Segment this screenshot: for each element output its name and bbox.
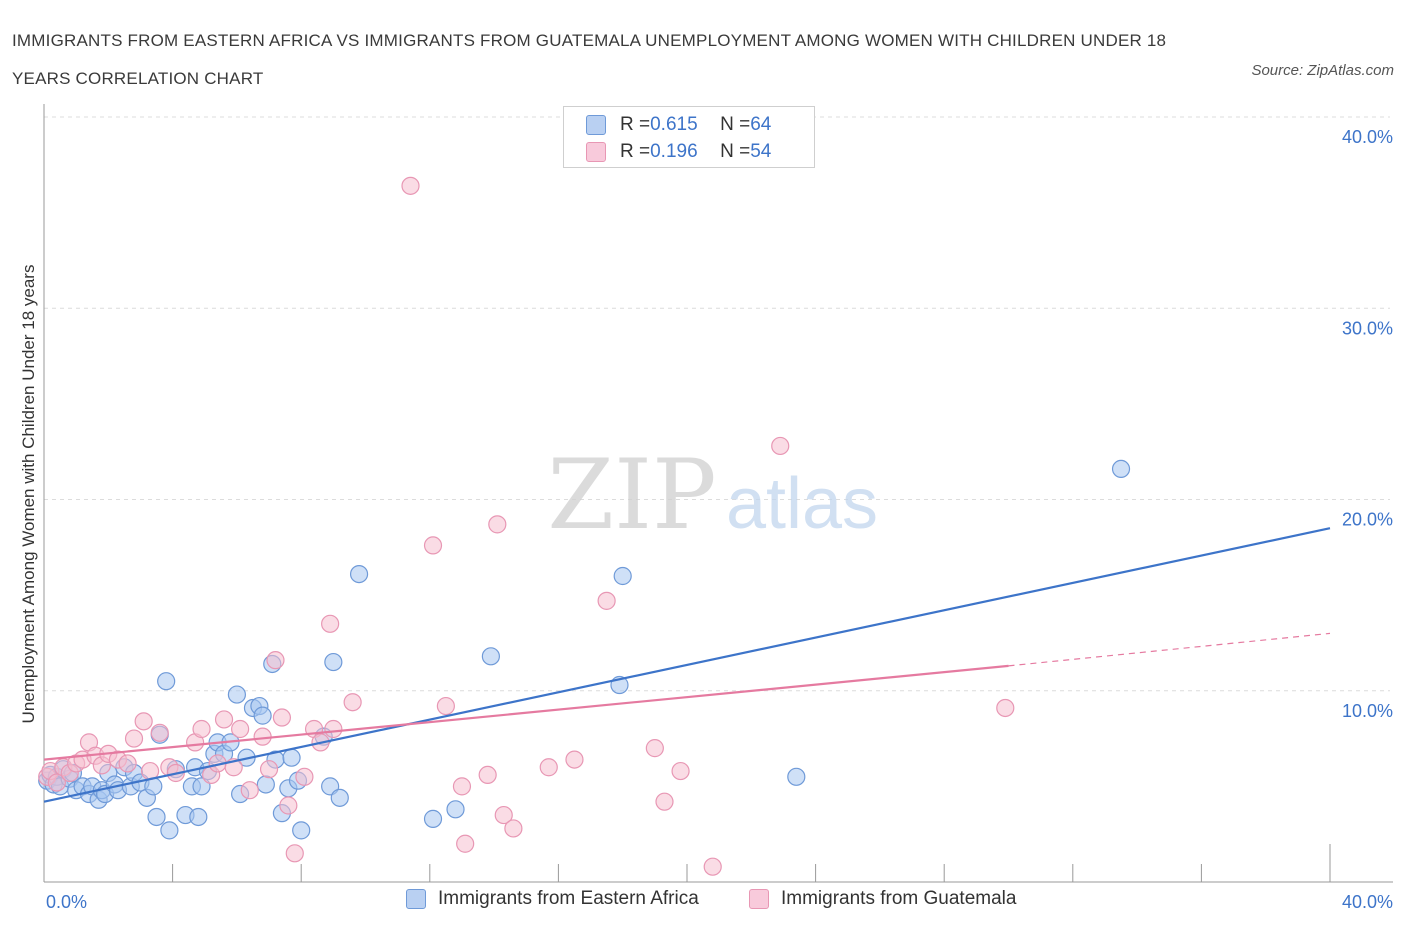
- x-tick-label: 40.0%: [1342, 892, 1393, 912]
- point-eastern-africa: [147, 807, 166, 827]
- point-eastern-africa: [256, 775, 275, 794]
- legend-item-eastern-africa: Immigrants from Eastern Africa: [406, 888, 699, 910]
- point-guatemala: [456, 834, 475, 853]
- legend-n-label: N =: [720, 114, 751, 135]
- point-guatemala: [192, 719, 211, 739]
- point-guatemala: [253, 727, 272, 746]
- legend-r-label: R =: [620, 114, 651, 135]
- point-eastern-africa: [446, 800, 465, 819]
- point-guatemala: [645, 739, 664, 758]
- point-guatemala: [436, 696, 455, 716]
- point-guatemala: [703, 857, 722, 876]
- point-guatemala: [259, 760, 279, 779]
- point-guatemala: [504, 819, 523, 838]
- y-tick-label: 20.0%: [1342, 510, 1393, 530]
- point-guatemala: [324, 719, 343, 739]
- point-guatemala: [231, 719, 250, 739]
- point-guatemala: [494, 805, 513, 825]
- point-eastern-africa: [227, 685, 246, 704]
- legend-r-value: 0.196: [650, 141, 698, 162]
- y-tick-label: 40.0%: [1342, 127, 1393, 147]
- legend-n-value: 54: [750, 141, 772, 162]
- chart-title: IMMIGRANTS FROM EASTERN AFRICA VS IMMIGR…: [12, 31, 1167, 88]
- point-guatemala: [214, 710, 234, 729]
- point-guatemala: [150, 723, 169, 742]
- point-guatemala: [285, 844, 304, 863]
- point-guatemala: [279, 796, 298, 815]
- point-eastern-africa: [1111, 459, 1131, 478]
- grid-layer: [44, 116, 1390, 692]
- point-guatemala: [134, 712, 153, 731]
- point-eastern-africa: [157, 672, 176, 691]
- watermark-atlas: atlas: [726, 464, 878, 544]
- legend-n-label: N =: [720, 141, 751, 162]
- legend-row-eastern-africa: R = 0.615 N = 64: [586, 112, 771, 138]
- point-guatemala: [597, 591, 616, 610]
- legend-r-value: 0.615: [650, 114, 698, 135]
- point-eastern-africa: [160, 821, 179, 840]
- legend-row-guatemala: R = 0.196 N = 54: [586, 139, 771, 165]
- point-guatemala: [124, 729, 144, 748]
- point-guatemala: [240, 781, 259, 800]
- legend-swatch-pink: [749, 889, 769, 909]
- x-tick-label: 0.0%: [46, 892, 87, 912]
- trendline-eastern-africa: [43, 527, 1331, 803]
- point-guatemala: [295, 767, 314, 786]
- trendline-guatemala-extension: [1008, 632, 1331, 667]
- legend-n-value: 64: [750, 114, 772, 135]
- point-eastern-africa: [292, 821, 311, 840]
- point-guatemala: [118, 754, 137, 773]
- point-eastern-africa: [189, 807, 208, 827]
- point-guatemala: [272, 708, 292, 727]
- point-eastern-africa: [613, 566, 632, 586]
- point-guatemala: [565, 750, 584, 769]
- point-guatemala: [539, 758, 558, 777]
- axis-layer: 10.0% 20.0% 30.0% 40.0% 0.0% 40.0%: [43, 104, 1393, 912]
- point-guatemala: [423, 536, 443, 555]
- series-legend: Immigrants from Eastern Africa Immigrant…: [0, 888, 1406, 916]
- point-guatemala: [488, 515, 507, 534]
- point-eastern-africa: [481, 647, 500, 666]
- point-eastern-africa: [787, 767, 806, 786]
- source-label: Source: ZipAtlas.com: [1251, 62, 1394, 79]
- point-guatemala: [478, 765, 497, 785]
- trendline-guatemala: [43, 664, 1009, 761]
- legend-swatch-blue: [406, 889, 426, 909]
- correlation-legend: R = 0.615 N = 64 R = 0.196 N = 54: [563, 106, 815, 168]
- point-guatemala: [321, 614, 340, 633]
- point-guatemala: [996, 698, 1015, 718]
- y-axis-label: Unemployment Among Women with Children U…: [19, 265, 38, 724]
- point-guatemala: [671, 761, 690, 781]
- legend-label: Immigrants from Eastern Africa: [438, 888, 699, 909]
- point-guatemala: [771, 436, 790, 456]
- point-guatemala: [47, 773, 66, 792]
- watermark: ZIP atlas: [547, 439, 878, 551]
- y-tick-label: 10.0%: [1342, 701, 1393, 721]
- point-eastern-africa: [253, 706, 272, 725]
- point-guatemala: [266, 651, 285, 670]
- legend-swatch-pink: [586, 142, 606, 162]
- watermark-zip: ZIP: [547, 439, 716, 551]
- legend-r-label: R =: [620, 141, 651, 162]
- point-eastern-africa: [330, 788, 349, 807]
- point-guatemala: [343, 693, 362, 712]
- point-guatemala: [655, 792, 674, 811]
- y-tick-label: 30.0%: [1342, 318, 1393, 338]
- point-guatemala: [452, 777, 472, 796]
- legend-swatch-blue: [586, 115, 606, 135]
- trend-layer: [43, 527, 1331, 803]
- point-eastern-africa: [349, 564, 369, 584]
- legend-label: Immigrants from Guatemala: [781, 888, 1017, 909]
- point-eastern-africa: [282, 748, 301, 767]
- legend-item-guatemala: Immigrants from Guatemala: [749, 888, 1016, 910]
- point-eastern-africa: [423, 809, 443, 828]
- point-guatemala: [401, 176, 420, 195]
- point-eastern-africa: [324, 652, 343, 672]
